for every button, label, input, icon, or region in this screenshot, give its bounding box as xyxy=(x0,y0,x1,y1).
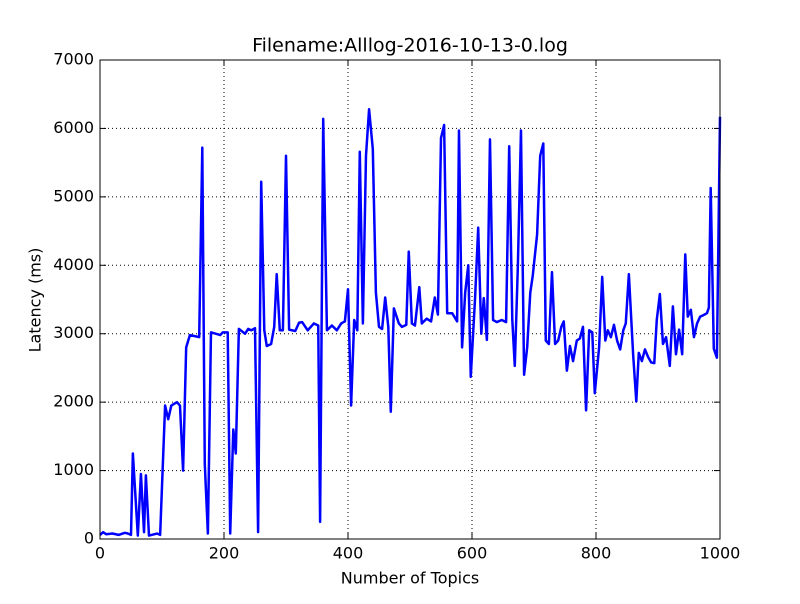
y-tick-label: 7000 xyxy=(53,50,94,69)
y-tick-label: 2000 xyxy=(53,392,94,411)
y-tick-label: 0 xyxy=(84,529,94,548)
y-tick-label: 3000 xyxy=(53,323,94,342)
y-axis-label: Latency (ms) xyxy=(26,248,45,353)
y-tick-label: 6000 xyxy=(53,118,94,137)
x-tick-label: 800 xyxy=(581,544,612,563)
chart-title: Filename:Alllog-2016-10-13-0.log xyxy=(252,35,568,57)
plot-frame xyxy=(99,59,721,540)
data-line xyxy=(99,108,722,537)
y-tick-label: 4000 xyxy=(53,255,94,274)
y-tick-label: 5000 xyxy=(53,186,94,205)
x-tick-label: 400 xyxy=(333,544,364,563)
x-axis-label: Number of Topics xyxy=(341,569,479,588)
x-tick-label: 0 xyxy=(95,544,105,563)
y-tick-label: 1000 xyxy=(53,460,94,479)
x-tick-label: 1000 xyxy=(700,544,741,563)
x-tick-label: 600 xyxy=(457,544,488,563)
x-tick-label: 200 xyxy=(209,544,240,563)
